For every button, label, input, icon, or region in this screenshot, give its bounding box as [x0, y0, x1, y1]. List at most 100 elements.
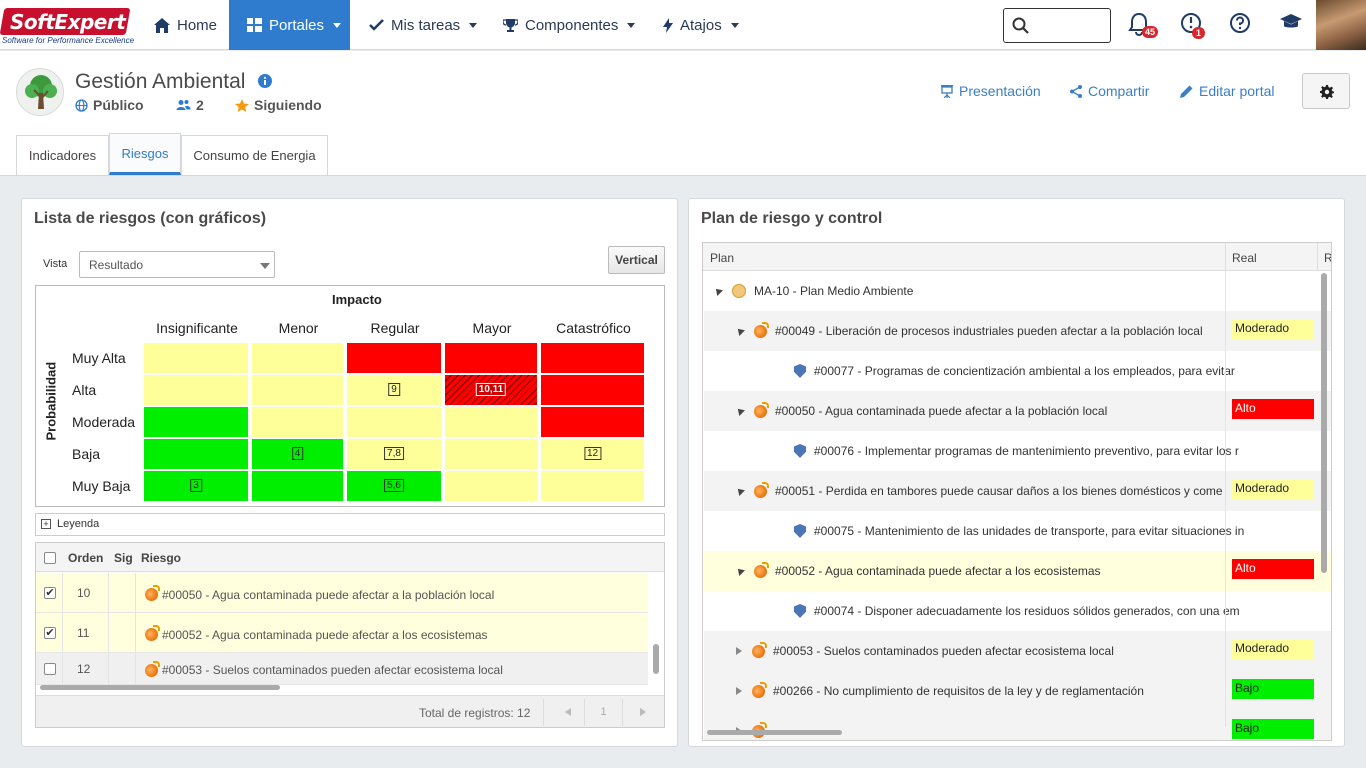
next-page-icon[interactable] — [640, 708, 646, 716]
pending-tasks-button[interactable]: 1 — [1180, 12, 1206, 39]
vertical-scrollbar[interactable] — [1321, 273, 1327, 573]
row-risk-name[interactable]: #00053 - Suelos contaminados pueden afec… — [162, 663, 503, 677]
row-risk-name[interactable]: #00052 - Agua contaminada puede afectar … — [162, 628, 488, 642]
search-box[interactable] — [1003, 8, 1111, 43]
plan-tree-row[interactable]: #00074 - Disponer adecuadamente los resi… — [704, 591, 1331, 631]
search-input[interactable] — [1034, 15, 1104, 37]
risk-marker[interactable]: 3 — [190, 479, 202, 492]
vertical-scrollbar[interactable] — [653, 644, 659, 674]
matrix-cell[interactable] — [445, 343, 537, 373]
matrix-cell[interactable] — [144, 471, 248, 501]
column-real[interactable]: Real — [1232, 251, 1257, 265]
table-row[interactable]: ✔ 11 #00052 - Agua contaminada puede afect… — [36, 613, 648, 653]
table-row[interactable]: 12 #00053 - Suelos contaminados pueden af… — [36, 653, 648, 685]
collapsed-toggle-icon[interactable] — [736, 647, 742, 655]
matrix-cell[interactable] — [347, 407, 441, 437]
risk-marker[interactable]: 9 — [388, 383, 400, 396]
tab-riesgos[interactable]: Riesgos — [109, 133, 181, 175]
expanded-toggle-icon[interactable] — [735, 406, 745, 416]
matrix-cell[interactable] — [347, 343, 441, 373]
matrix-cell[interactable] — [541, 471, 644, 501]
risk-marker[interactable]: 10,11 — [475, 383, 507, 396]
expanded-toggle-icon[interactable] — [735, 486, 745, 496]
plan-tree-row[interactable]: #00053 - Suelos contaminados pueden afec… — [704, 631, 1331, 671]
horizontal-scrollbar[interactable] — [40, 685, 280, 690]
matrix-cell[interactable] — [252, 471, 343, 501]
matrix-cell[interactable] — [144, 407, 248, 437]
nav-portales[interactable]: Portales — [229, 0, 350, 50]
matrix-cell[interactable] — [347, 471, 441, 501]
plan-tree-row[interactable]: #00266 - No cumplimiento de requisitos d… — [704, 671, 1331, 711]
info-icon[interactable] — [258, 74, 272, 88]
plan-tree-row[interactable]: #00049 - Liberación de procesos industri… — [704, 311, 1331, 351]
plan-row-text: #00049 - Liberación de procesos industri… — [775, 324, 1203, 338]
matrix-cell[interactable] — [541, 375, 644, 405]
nav-atajos[interactable]: Atajos — [663, 0, 739, 50]
column-r[interactable]: R — [1324, 251, 1332, 265]
plan-tree-row[interactable]: #00052 - Agua contaminada puede afectar … — [704, 551, 1331, 591]
matrix-cell[interactable] — [445, 407, 537, 437]
matrix-cell[interactable] — [347, 439, 441, 469]
horizontal-scrollbar[interactable] — [707, 730, 842, 735]
notifications-button[interactable]: 45 — [1128, 12, 1159, 38]
matrix-cell[interactable] — [347, 375, 441, 405]
column-plan[interactable]: Plan — [710, 251, 735, 265]
risk-marker[interactable]: 7,8 — [384, 447, 404, 460]
tab-consumo-energia[interactable]: Consumo de Energia — [181, 135, 328, 175]
risk-marker[interactable]: 5,6 — [384, 479, 404, 492]
matrix-cell[interactable] — [252, 407, 343, 437]
edit-portal-link[interactable]: Editar portal — [1180, 83, 1274, 99]
column-riesgo[interactable]: Riesgo — [141, 551, 182, 565]
share-link[interactable]: Compartir — [1070, 83, 1149, 99]
matrix-cell[interactable] — [445, 471, 537, 501]
matrix-cell[interactable] — [541, 407, 644, 437]
prev-page-icon[interactable] — [565, 708, 571, 716]
members-count[interactable]: 2 — [176, 97, 204, 113]
help-button[interactable] — [1229, 12, 1255, 38]
plan-tree-row[interactable]: MA-10 - Plan Medio Ambiente — [704, 271, 1331, 311]
row-checkbox[interactable] — [44, 663, 56, 675]
risk-marker[interactable]: 12 — [583, 447, 602, 460]
matrix-cell[interactable] — [252, 375, 343, 405]
softexpert-logo[interactable]: SoftExpert Software for Performance Exce… — [0, 8, 134, 46]
plan-tree-row[interactable]: #00076 - Implementar programas de manten… — [704, 431, 1331, 471]
legend-bar[interactable]: + Leyenda — [35, 513, 665, 536]
matrix-cell[interactable] — [144, 343, 248, 373]
matrix-cell[interactable] — [144, 375, 248, 405]
plan-tree-row[interactable]: #00077 - Programas de concientización am… — [704, 351, 1331, 391]
following-status[interactable]: Siguiendo — [235, 97, 322, 113]
vertical-button[interactable]: Vertical — [608, 246, 665, 274]
collapsed-toggle-icon[interactable] — [736, 687, 742, 695]
plan-tree-row[interactable]: #00075 - Mantenimiento de las unidades d… — [704, 511, 1331, 551]
risk-marker[interactable]: 4 — [291, 447, 304, 460]
matrix-cell[interactable] — [541, 439, 644, 469]
matrix-cell[interactable] — [252, 343, 343, 373]
table-row[interactable]: ✔ 10 #00050 - Agua contaminada puede afect… — [36, 573, 648, 613]
column-orden[interactable]: Orden — [68, 551, 104, 565]
matrix-cell[interactable] — [144, 439, 248, 469]
plan-tree-row[interactable]: #00051 - Perdida en tambores puede causa… — [704, 471, 1331, 511]
nav-mis-tareas[interactable]: Mis tareas — [369, 0, 478, 50]
matrix-cell[interactable] — [252, 439, 343, 469]
nav-componentes[interactable]: Componentes — [503, 0, 636, 50]
matrix-cell[interactable] — [541, 343, 644, 373]
presentation-link[interactable]: Presentación — [941, 83, 1041, 99]
row-checkbox[interactable]: ✔ — [44, 627, 56, 639]
select-all-checkbox[interactable] — [44, 552, 56, 564]
settings-button[interactable] — [1302, 73, 1350, 109]
expanded-toggle-icon[interactable] — [713, 286, 723, 296]
plan-tree-row[interactable]: Bajo — [704, 711, 1331, 740]
matrix-cell[interactable] — [445, 439, 537, 469]
expanded-toggle-icon[interactable] — [735, 566, 745, 576]
learning-button[interactable] — [1279, 12, 1305, 38]
view-select[interactable]: Resultado — [79, 251, 275, 278]
row-risk-name[interactable]: #00050 - Agua contaminada puede afectar … — [162, 588, 495, 602]
current-page[interactable]: 1 — [584, 699, 623, 726]
row-checkbox[interactable]: ✔ — [44, 587, 56, 599]
plan-tree-row[interactable]: #00050 - Agua contaminada puede afectar … — [704, 391, 1331, 431]
column-sig[interactable]: Sig — [114, 551, 133, 565]
expanded-toggle-icon[interactable] — [735, 326, 745, 336]
tab-indicadores[interactable]: Indicadores — [16, 135, 109, 175]
nav-home[interactable]: Home — [154, 0, 217, 50]
user-avatar[interactable] — [1316, 0, 1366, 50]
